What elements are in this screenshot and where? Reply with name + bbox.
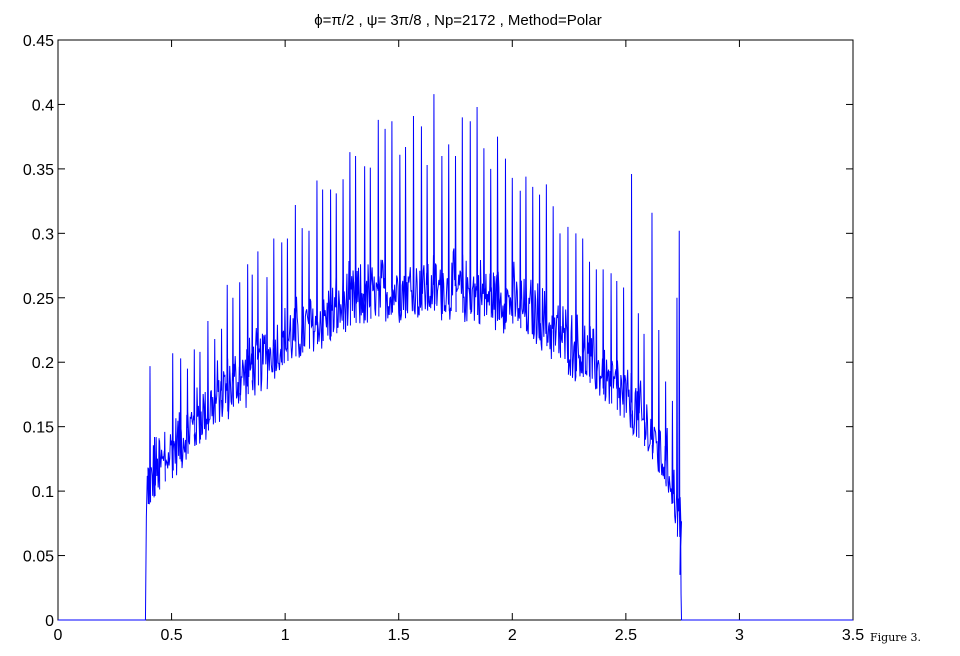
axis-ticks: 0 0.5 1 1.5 2 2.5 3 3.5 0 0.05 0.1 0.15 0.2 0.25 0.3 0.…	[23, 33, 864, 644]
y-tick-label: 0.05	[23, 549, 54, 566]
x-tick-label: 3	[735, 627, 744, 644]
figure-caption: Figure 3.	[870, 631, 921, 644]
series-layer	[58, 94, 853, 621]
y-tick-label: 0.35	[23, 162, 54, 179]
plot-frame	[57, 39, 854, 621]
y-tick-label: 0.3	[32, 226, 54, 243]
x-tick-label: 0.5	[160, 627, 182, 644]
y-tick-label: 0.4	[32, 97, 54, 114]
x-tick-label: 1	[281, 627, 290, 644]
y-tick-label: 0.1	[32, 484, 54, 501]
x-tick-label: 3.5	[842, 627, 864, 644]
series-line	[58, 94, 853, 621]
y-tick-label: 0.15	[23, 420, 54, 437]
y-tick-label: 0.25	[23, 291, 54, 308]
x-tick-label: 1.5	[388, 627, 410, 644]
y-tick-label: 0.2	[32, 355, 54, 372]
y-tick-label: 0	[45, 613, 54, 630]
chart-title: ϕ=π/2 , ψ= 3π/8 , Np=2172 , Method=Polar	[314, 12, 601, 29]
y-tick-label: 0.45	[23, 33, 54, 50]
x-tick-label: 2.5	[615, 627, 637, 644]
x-tick-label: 2	[508, 627, 517, 644]
x-tick-label: 0	[54, 627, 63, 644]
